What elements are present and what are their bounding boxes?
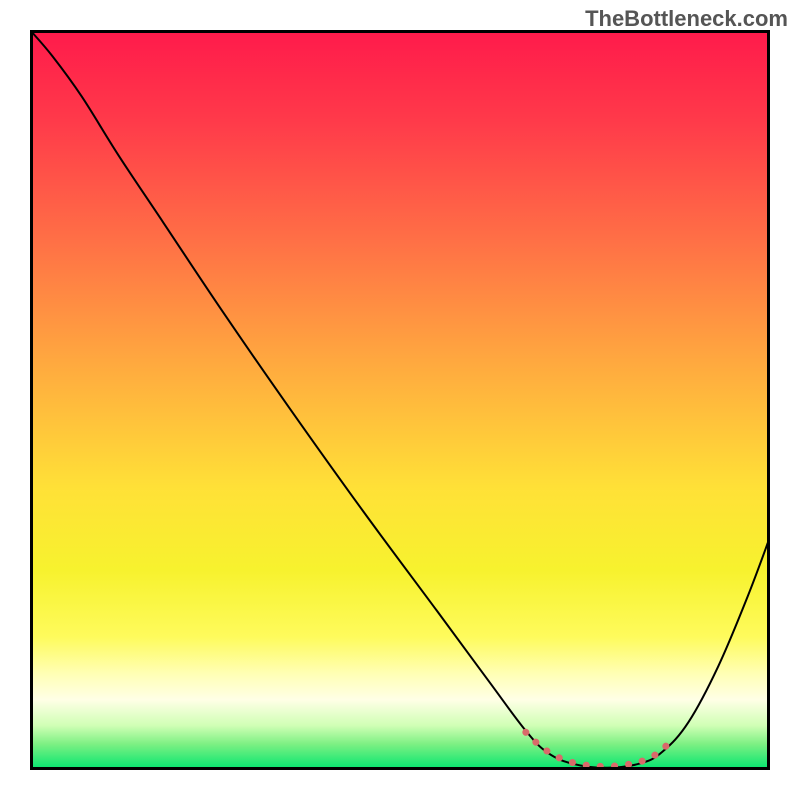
chart-container: TheBottleneck.com bbox=[0, 0, 800, 800]
plot-area bbox=[30, 30, 770, 770]
watermark-text: TheBottleneck.com bbox=[585, 6, 788, 32]
chart-svg bbox=[30, 30, 770, 770]
gradient-background bbox=[30, 30, 770, 770]
